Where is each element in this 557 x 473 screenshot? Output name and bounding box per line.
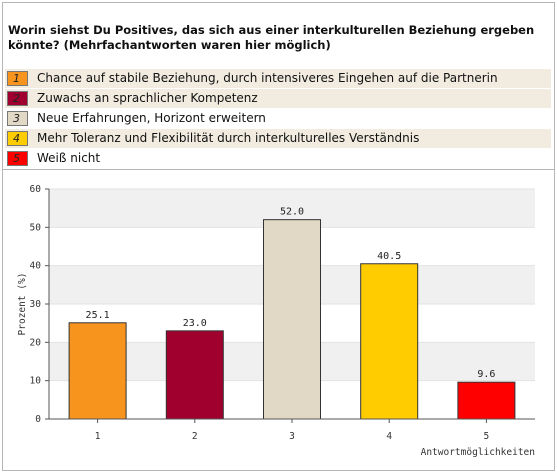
legend-swatch-5: 5	[7, 151, 28, 166]
x-tick-label: 1	[95, 431, 101, 442]
x-tick-label: 5	[484, 431, 490, 442]
y-tick-label: 20	[30, 337, 42, 348]
y-tick-label: 30	[30, 299, 42, 310]
legend-label-3: Neue Erfahrungen, Horizont erweitern	[37, 111, 266, 125]
legend-item-2: 2 Zuwachs an sprachlicher Kompetenz	[5, 89, 551, 108]
legend-swatch-4: 4	[7, 131, 28, 146]
bar-4	[360, 263, 419, 420]
bar-value-label: 9.6	[477, 369, 495, 380]
bar-chart: 0 10 20 30 40 50 60 25.1 1 23.0 2 52.0 3 40.5 4 9.6 5 Pro…	[17, 184, 535, 458]
legend-swatch-1: 1	[7, 71, 28, 86]
question-title: Worin siehst Du Positives, das sich aus …	[8, 23, 535, 52]
legend-label-4: Mehr Toleranz und Flexibilität durch int…	[37, 131, 420, 145]
legend-label-5: Weiß nicht	[37, 151, 101, 165]
y-tick-label: 50	[30, 222, 42, 233]
bar-value-label: 25.1	[86, 310, 110, 321]
legend-item-5: 5 Weiß nicht	[5, 149, 551, 168]
legend-swatch-2: 2	[7, 91, 28, 106]
divider	[3, 169, 554, 170]
legend-item-3: 3 Neue Erfahrungen, Horizont erweitern	[5, 109, 551, 128]
x-tick-label: 3	[289, 431, 295, 442]
y-tick-label: 10	[30, 376, 42, 387]
bar-1	[68, 322, 127, 420]
x-tick-label: 2	[192, 431, 198, 442]
y-tick-label: 40	[30, 261, 42, 272]
x-axis-title: Antwortmöglichkeiten	[421, 447, 535, 458]
x-tick-label: 4	[386, 431, 392, 442]
bar-value-label: 23.0	[183, 318, 207, 329]
y-axis-title: Prozent (%)	[17, 273, 28, 336]
bar-value-label: 40.5	[377, 251, 401, 262]
legend-label-2: Zuwachs an sprachlicher Kompetenz	[37, 91, 258, 105]
legend-label-1: Chance auf stabile Beziehung, durch inte…	[37, 71, 498, 85]
legend-swatch-3: 3	[7, 111, 28, 126]
legend-item-4: 4 Mehr Toleranz und Flexibilität durch i…	[5, 129, 551, 148]
bar-value-label: 52.0	[280, 207, 304, 218]
y-tick-label: 0	[35, 414, 41, 425]
legend-item-1: 1 Chance auf stabile Beziehung, durch in…	[5, 69, 551, 88]
bar-3	[263, 219, 321, 420]
bar-2	[165, 330, 224, 420]
bar-5	[457, 381, 516, 420]
y-tick-label: 60	[30, 184, 42, 195]
